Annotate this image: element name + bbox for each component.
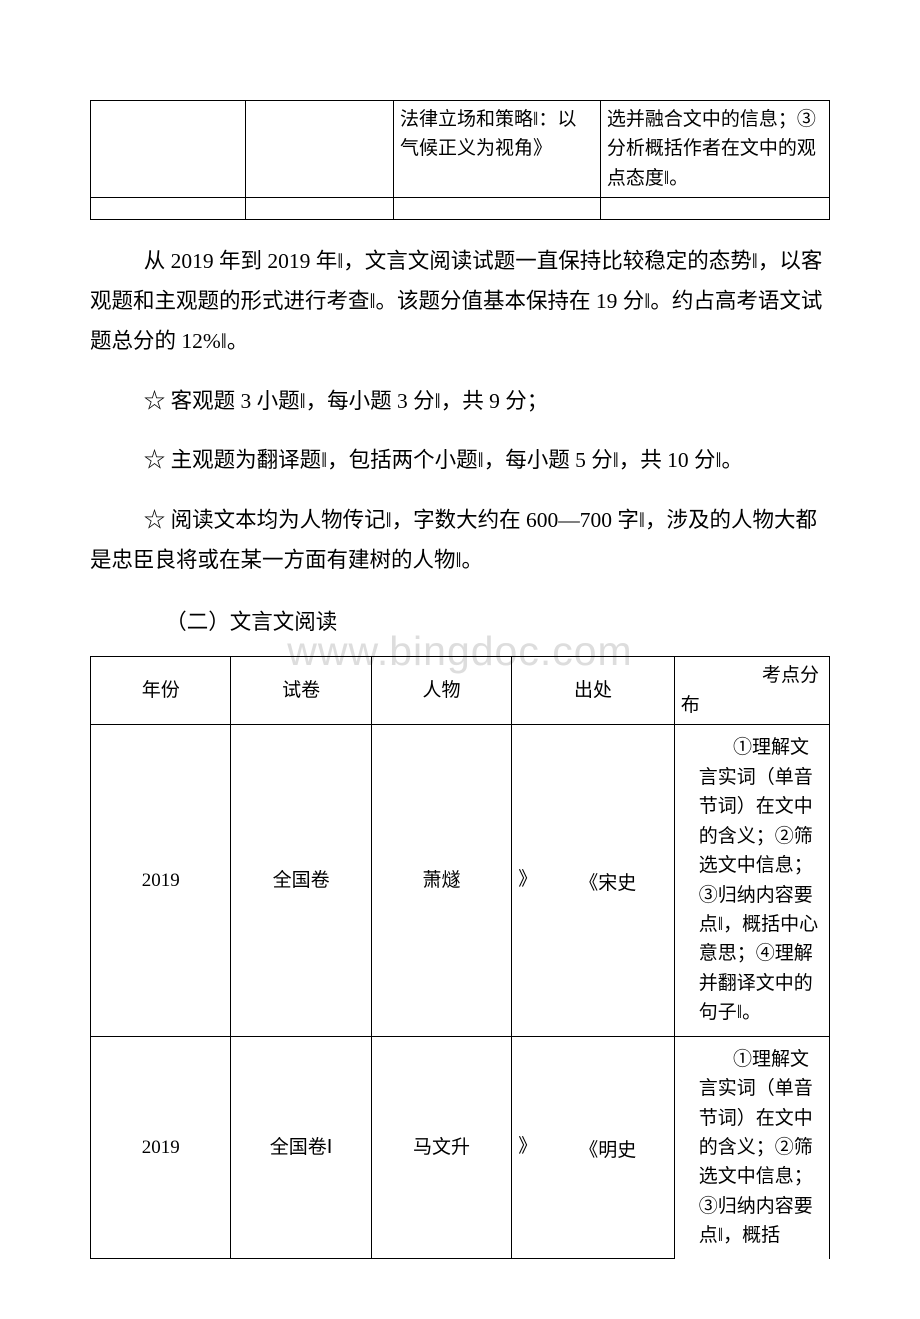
table2-r2-paper: 全国卷Ⅰ — [231, 1036, 371, 1259]
paragraph-2: ☆ 客观题 3 小题‖，每小题 3 分‖，共 9 分； — [90, 382, 830, 422]
table1-r1c4: 选并融合文中的信息；③分析概括作者在文中的观点态度‖。 — [600, 101, 829, 198]
table2-r1-year: 2019 — [91, 725, 231, 1036]
table1-r1c3: 法律立场和策略‖：以气候正义为视角》 — [393, 101, 600, 198]
page-content: 法律立场和策略‖：以气候正义为视角》 选并融合文中的信息；③分析概括作者在文中的… — [90, 100, 830, 1259]
table2-r1-source: 》 《宋史 — [512, 725, 675, 1036]
table2-header-source: 出处 — [512, 657, 675, 725]
table-classical-reading: 年份 试卷 人物 出处 考点分 布 2019 全国卷 萧燧 》 《宋史 ①理解文… — [90, 656, 830, 1259]
table1-r2c2 — [246, 198, 394, 220]
table2-r1-paper: 全国卷 — [231, 725, 371, 1036]
table1-r2c3 — [393, 198, 600, 220]
table1-r1c1 — [91, 101, 246, 198]
table2-r2-person: 马文升 — [371, 1036, 511, 1259]
table2-header-person: 人物 — [371, 657, 511, 725]
table2-r2-source: 》 《明史 — [512, 1036, 675, 1259]
table1-r2c4 — [600, 198, 829, 220]
table2-r2-kp: ①理解文言实词（单音节词）在文中的含义；②筛选文中信息；③归纳内容要点‖，概括 — [674, 1036, 829, 1259]
section-title: （二）文言文阅读 — [90, 603, 830, 643]
table1-r2c1 — [91, 198, 246, 220]
table2-r2-year: 2019 — [91, 1036, 231, 1259]
paragraph-1: 从 2019 年到 2019 年‖，文言文阅读试题一直保持比较稳定的态势‖，以客… — [90, 242, 830, 361]
paragraph-4: ☆ 阅读文本均为人物传记‖，字数大约在 600—700 字‖，涉及的人物大都是忠… — [90, 501, 830, 581]
table2-r1-kp: ①理解文言实词（单音节词）在文中的含义；②筛选文中信息；③归纳内容要点‖，概括中… — [674, 725, 829, 1036]
table1-r1c2 — [246, 101, 394, 198]
table2-header-kp: 考点分 布 — [674, 657, 829, 725]
table2-header-paper: 试卷 — [231, 657, 371, 725]
table2-r1-person: 萧燧 — [371, 725, 511, 1036]
table-top-fragment: 法律立场和策略‖：以气候正义为视角》 选并融合文中的信息；③分析概括作者在文中的… — [90, 100, 830, 220]
paragraph-3: ☆ 主观题为翻译题‖，包括两个小题‖，每小题 5 分‖，共 10 分‖。 — [90, 441, 830, 481]
table2-header-year: 年份 — [91, 657, 231, 725]
